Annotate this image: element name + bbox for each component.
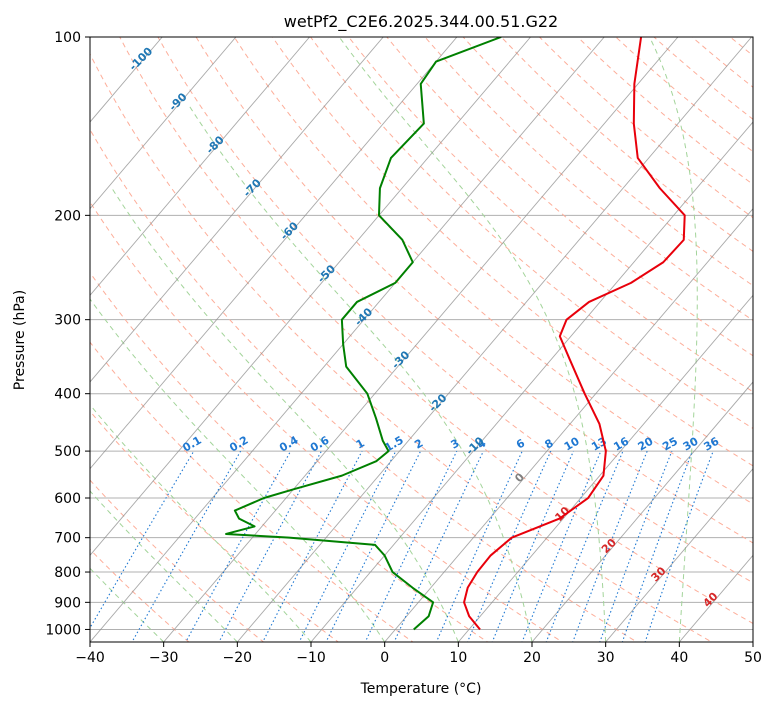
x-axis: −40 −30 −20 −10 0 10 20 30 40 50: [75, 642, 762, 666]
y-tick-label: 800: [54, 565, 81, 581]
x-axis-title: Temperature (°C): [360, 681, 482, 697]
dry-adiabat: [233, 37, 753, 505]
isotherm: [90, 37, 384, 383]
moist-adiabat: [187, 104, 533, 642]
moist-adiabat: [90, 403, 312, 642]
mixing-ratio-line: [466, 450, 552, 642]
isotherm: [90, 37, 605, 642]
mixing-ratio-line: [644, 450, 714, 642]
x-tick-label: 10: [449, 650, 467, 666]
dry-adiabat: [348, 37, 753, 393]
mixing-ratio-line: [364, 450, 458, 642]
mixing-ratio-line: [435, 450, 523, 642]
y-axis-title: Pressure (hPa): [12, 290, 28, 390]
dry-adiabat: [90, 410, 340, 642]
dry-adiabat: [90, 479, 265, 642]
x-tick-label: 50: [744, 650, 762, 666]
y-tick-label: 300: [54, 313, 81, 329]
dry-adiabat: [90, 271, 489, 642]
isotherm: [384, 207, 753, 642]
mixing-ratio-line: [131, 450, 242, 642]
x-tick-label: 30: [597, 650, 615, 666]
dry-adiabat: [271, 37, 753, 467]
mixing-ratio-line: [90, 450, 195, 629]
y-tick-label: 500: [54, 444, 81, 460]
x-tick-label: −20: [223, 650, 253, 666]
isotherm: [90, 37, 531, 557]
moist-adiabat: [649, 37, 698, 642]
y-tick-label: 600: [54, 491, 81, 507]
x-tick-label: 20: [523, 650, 541, 666]
isotherm: [531, 381, 753, 642]
y-tick-label: 200: [54, 208, 81, 224]
isotherm: [90, 37, 237, 210]
temperature-line: [463, 37, 686, 631]
mixing-ratio-line: [262, 450, 363, 642]
x-tick-label: −40: [75, 650, 105, 666]
isotherm: [605, 467, 753, 642]
mixing-ratio-line: [185, 450, 292, 642]
background-lines: [90, 37, 753, 642]
moist-adiabat: [111, 187, 459, 642]
y-tick-label: 700: [54, 531, 81, 547]
x-tick-label: −30: [149, 650, 179, 666]
chart-title: wetPf2_C2E6.2025.344.00.51.G22: [284, 12, 558, 32]
plot-frame: [89, 36, 754, 643]
dry-adiabat: [90, 128, 638, 642]
moist-adiabat: [338, 37, 607, 642]
dry-adiabat: [90, 201, 564, 642]
dewpoint-line: [225, 37, 502, 631]
isotherm: [310, 121, 753, 642]
sounding-profiles: [225, 37, 686, 631]
x-tick-label: 0: [380, 650, 389, 666]
y-tick-label: 1000: [45, 622, 81, 638]
moist-adiabat: [90, 298, 386, 642]
mixing-ratio-line: [218, 450, 322, 642]
isotherm: [90, 37, 310, 297]
moist-adiabat: [90, 567, 165, 642]
isotherm: [90, 37, 458, 470]
dry-adiabat: [90, 341, 414, 642]
x-tick-label: 40: [670, 650, 688, 666]
x-tick-label: −10: [296, 650, 326, 666]
y-tick-label: 100: [54, 30, 81, 46]
dry-adiabat: [157, 37, 753, 584]
dry-adiabat: [424, 37, 753, 321]
mixing-ratio-line: [521, 450, 602, 642]
y-axis: 100 200 300 400 500 600 700 800 900 1000: [45, 30, 90, 638]
dry-adiabat: [90, 53, 713, 642]
isotherm: [457, 294, 753, 642]
mixing-ratio-line: [491, 450, 575, 642]
y-tick-label: 400: [54, 387, 81, 403]
isotherm: [163, 37, 679, 642]
y-tick-label: 900: [54, 595, 81, 611]
dry-adiabat: [90, 548, 190, 642]
